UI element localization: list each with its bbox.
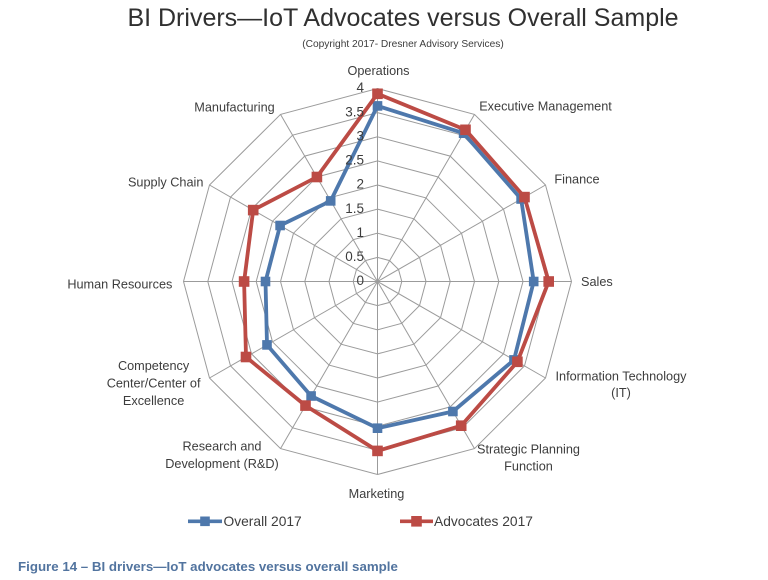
svg-text:1.5: 1.5 bbox=[345, 201, 364, 216]
svg-text:Excellence: Excellence bbox=[123, 394, 184, 408]
svg-text:Strategic Planning: Strategic Planning bbox=[477, 443, 580, 457]
svg-text:3: 3 bbox=[356, 128, 364, 143]
svg-text:Development (R&D): Development (R&D) bbox=[165, 457, 279, 471]
svg-text:3.5: 3.5 bbox=[345, 104, 364, 119]
svg-text:Advocates 2017: Advocates 2017 bbox=[434, 514, 533, 529]
svg-text:Manufacturing: Manufacturing bbox=[194, 100, 274, 114]
svg-text:4: 4 bbox=[356, 80, 364, 95]
svg-text:Information Technology: Information Technology bbox=[556, 370, 688, 384]
svg-text:0.5: 0.5 bbox=[345, 249, 364, 264]
svg-text:Human Resources: Human Resources bbox=[67, 277, 172, 291]
svg-text:Executive Management: Executive Management bbox=[479, 100, 612, 114]
svg-text:Finance: Finance bbox=[554, 173, 599, 187]
svg-text:(IT): (IT) bbox=[611, 386, 631, 400]
svg-text:1: 1 bbox=[356, 225, 364, 240]
svg-text:Overall 2017: Overall 2017 bbox=[224, 514, 302, 529]
svg-text:Sales: Sales bbox=[581, 275, 613, 289]
svg-text:2.5: 2.5 bbox=[345, 153, 364, 168]
svg-text:2: 2 bbox=[356, 177, 364, 192]
svg-text:Marketing: Marketing bbox=[349, 487, 405, 501]
svg-text:Center/Center of: Center/Center of bbox=[107, 376, 201, 390]
svg-text:Competency: Competency bbox=[118, 359, 190, 373]
svg-text:0: 0 bbox=[356, 273, 364, 288]
svg-text:Operations: Operations bbox=[347, 64, 409, 78]
svg-text:Research and: Research and bbox=[183, 440, 262, 454]
svg-text:Supply Chain: Supply Chain bbox=[128, 176, 203, 190]
svg-text:Function: Function bbox=[504, 460, 553, 474]
